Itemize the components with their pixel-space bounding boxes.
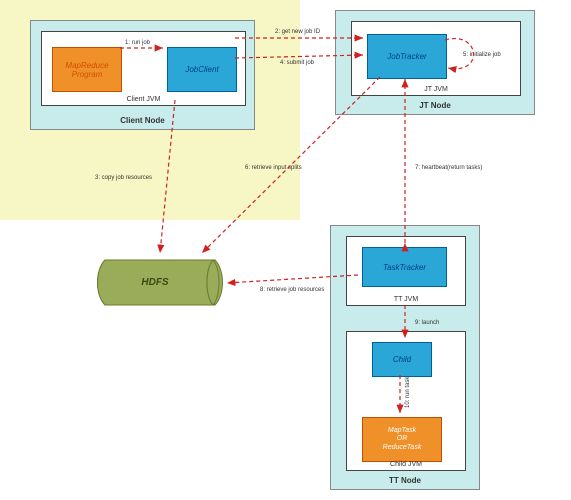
mapreduce-program-label: MapReduceProgram <box>65 61 108 79</box>
edge-label-6: 6: retrieve input splits <box>245 165 302 171</box>
child-jvm-label: Child JVM <box>347 461 465 468</box>
client-node-title: Client Node <box>31 116 254 125</box>
edge-label-2: 2: get new job ID <box>275 29 320 35</box>
jobclient-box: JobClient <box>167 47 237 92</box>
mapreducetask-box: MapTaskORReduceTask <box>362 417 442 462</box>
jobclient-label: JobClient <box>185 65 218 74</box>
edge-label-1: 1: run job <box>125 40 150 46</box>
edge-label-4: 4: submit job <box>280 60 314 66</box>
edge-label-10: 10: run task <box>405 377 411 408</box>
hdfs-label: HDFS <box>141 277 168 288</box>
edge-label-9: 9: launch <box>415 320 439 326</box>
tt-node: TaskTracker TT JVM Child MapTaskORReduce… <box>330 225 480 490</box>
tt-node-title: TT Node <box>331 476 479 485</box>
tt-jvm: TaskTracker TT JVM <box>346 236 466 306</box>
jobtracker-label: JobTracker <box>387 52 426 61</box>
client-node: MapReduceProgram JobClient Client JVM Cl… <box>30 20 255 130</box>
edge-label-5: 5: initialize job <box>463 52 501 58</box>
edge-label-3: 3: copy job resources <box>95 175 152 181</box>
jt-jvm-label: JT JVM <box>352 86 520 93</box>
edge-label-7: 7: heartbeat(return tasks) <box>415 165 482 171</box>
edge-label-8: 8: retrieve job resources <box>260 287 324 293</box>
tasktracker-label: TaskTracker <box>383 263 426 272</box>
jt-node-title: JT Node <box>336 101 534 110</box>
hdfs-label-box: HDFS <box>95 255 215 310</box>
client-jvm-label: Client JVM <box>42 96 245 103</box>
tt-jvm-label: TT JVM <box>347 296 465 303</box>
mapreduce-program-box: MapReduceProgram <box>52 47 122 92</box>
jt-jvm: JobTracker JT JVM <box>351 21 521 96</box>
child-box: Child <box>372 342 432 377</box>
jobtracker-box: JobTracker <box>367 34 447 79</box>
mapreducetask-label: MapTaskORReduceTask <box>383 427 422 452</box>
jt-node: JobTracker JT JVM JT Node <box>335 10 535 115</box>
tasktracker-box: TaskTracker <box>362 247 447 287</box>
child-label: Child <box>393 355 411 364</box>
